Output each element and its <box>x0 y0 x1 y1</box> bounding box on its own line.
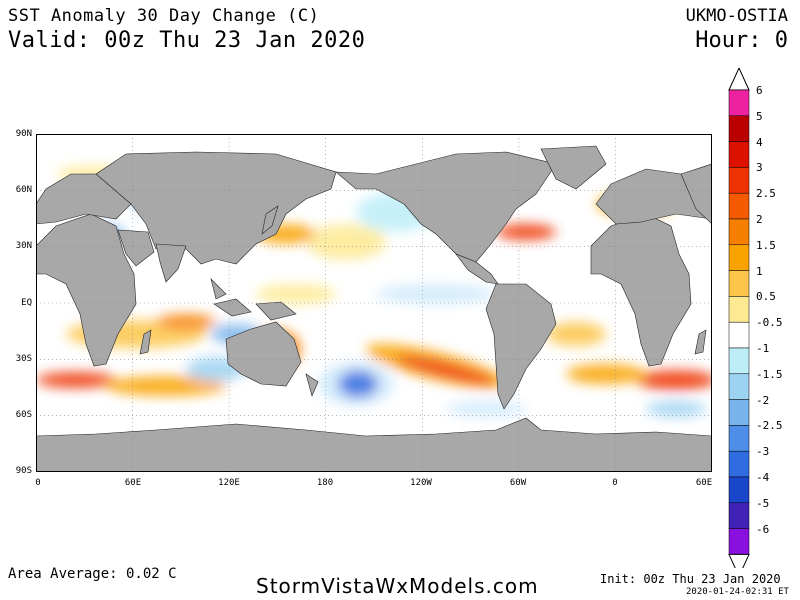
legend-swatch <box>728 192 750 220</box>
legend-label: -3 <box>756 445 770 459</box>
legend-swatch <box>728 347 750 375</box>
color-scale-bar <box>728 68 750 568</box>
lat-label: 90N <box>15 129 32 139</box>
lon-label: 60W <box>509 478 527 488</box>
land-masses <box>36 145 712 472</box>
lon-label: 0 <box>35 478 41 488</box>
map-title: SST Anomaly 30 Day Change (C) <box>8 6 320 26</box>
model-name: UKMO-OSTIA <box>685 6 788 26</box>
sst-anomaly-map <box>36 134 712 472</box>
legend-label: -5 <box>756 496 770 510</box>
legend-swatch <box>728 321 750 349</box>
lon-label: 0 <box>612 478 618 488</box>
legend-swatch <box>728 425 750 452</box>
generated-timestamp: 2020-01-24-02:31 ET <box>686 587 789 597</box>
site-name: StormVistaWxModels.com <box>256 574 539 598</box>
lat-label: 60S <box>15 410 32 420</box>
legend-label: -2 <box>756 393 770 407</box>
lat-label: 30N <box>15 241 32 251</box>
lon-label: 120E <box>218 478 240 488</box>
legend-top-arrow <box>728 68 750 91</box>
legend-swatch <box>728 450 750 478</box>
lon-label: 180 <box>316 478 334 488</box>
map-canvas <box>36 134 712 472</box>
lat-label: 90S <box>15 466 32 476</box>
legend-label: 1 <box>756 264 763 278</box>
legend-label: -1 <box>756 342 770 355</box>
legend-label: -1.5 <box>756 367 783 381</box>
legend-label: 2.5 <box>756 187 776 201</box>
init-time: Init: 00z Thu 23 Jan 2020 <box>600 572 781 586</box>
legend-swatch <box>728 476 750 504</box>
legend-swatch <box>728 502 750 529</box>
lon-label: 60E <box>124 478 142 488</box>
legend-label: 1.5 <box>756 238 776 252</box>
legend-label: 6 <box>756 84 763 97</box>
legend-swatch <box>728 89 750 117</box>
legend-label: 5 <box>756 109 763 123</box>
legend-swatch <box>728 218 750 246</box>
lat-label: EQ <box>21 298 32 308</box>
legend-bottom-arrow <box>728 553 750 568</box>
lon-label: 120W <box>410 478 432 488</box>
graticule <box>36 134 712 472</box>
forecast-hour: Hour: 0 <box>695 28 788 53</box>
legend-label: 4 <box>756 135 763 149</box>
legend-swatch <box>728 270 750 297</box>
legend-label: 3 <box>756 161 763 175</box>
legend-swatch <box>728 244 750 271</box>
legend-label: -6 <box>756 522 770 536</box>
legend-swatch <box>728 296 750 323</box>
map-border <box>36 134 712 472</box>
legend-swatch <box>728 528 750 555</box>
lon-label: 60E <box>695 478 713 488</box>
lat-label: 30S <box>15 354 32 364</box>
legend-label: -4 <box>756 471 770 484</box>
legend-swatch <box>728 115 750 142</box>
legend-swatch <box>728 167 750 194</box>
legend-swatch <box>728 141 750 168</box>
legend-label: -0.5 <box>756 316 783 330</box>
area-average: Area Average: 0.02 C <box>8 566 177 582</box>
legend-swatch <box>728 399 750 426</box>
lat-label: 60N <box>15 185 32 195</box>
legend-label: -2.5 <box>756 419 783 433</box>
valid-time: Valid: 00z Thu 23 Jan 2020 <box>8 28 366 53</box>
legend-swatch <box>728 373 750 400</box>
legend-label: 0.5 <box>756 290 776 304</box>
legend-label: 2 <box>756 213 763 226</box>
